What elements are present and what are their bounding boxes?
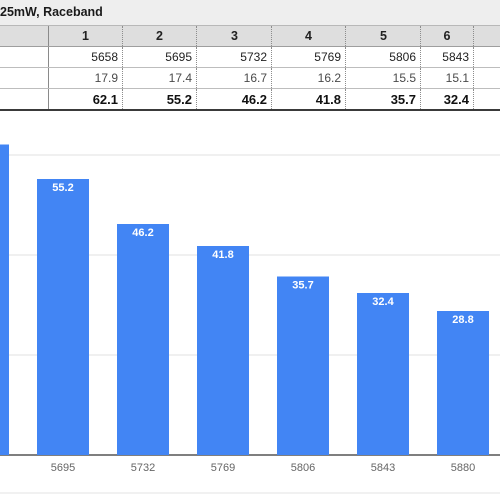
bar-chart[interactable]: 55.2 5695 46.2 5732 41.8 5769 35.7 5806 32.4 5843…	[0, 125, 500, 500]
bar-chart-canvas[interactable]: 55.2 5695 46.2 5732 41.8 5769 35.7 5806 32.4 5843…	[0, 125, 500, 500]
frequency-cell[interactable]: 5658	[49, 47, 123, 67]
bar-value-label: 35.7	[292, 280, 313, 292]
bar-value-label: 41.8	[212, 249, 233, 261]
row-header-cell[interactable]	[0, 68, 49, 88]
frequency-row: 5658 5695 5732 5769 5806 5843	[0, 47, 500, 68]
bar-value-label: 46.2	[132, 227, 153, 239]
difference-cell[interactable]: 15.1	[421, 68, 474, 88]
frequency-cell[interactable]: 5806	[347, 47, 421, 67]
x-tick-label: 5732	[131, 462, 155, 474]
empty-cell[interactable]	[474, 26, 500, 46]
empty-cell[interactable]	[474, 47, 500, 67]
bar[interactable]	[197, 246, 249, 455]
score-cell[interactable]: 35.7	[347, 89, 421, 109]
x-tick-label: 5806	[291, 462, 315, 474]
difference-cell[interactable]: 17.4	[123, 68, 197, 88]
bar[interactable]	[277, 276, 329, 456]
bar-value-label: 55.2	[52, 182, 73, 194]
frequency-cell[interactable]: 5769	[272, 47, 346, 67]
bar-value-label: 28.8	[452, 314, 473, 326]
channel-header-5[interactable]: 5	[347, 26, 421, 46]
difference-cell[interactable]: 17.9	[49, 68, 123, 88]
score-cell[interactable]: 41.8	[272, 89, 346, 109]
channel-header-1[interactable]: 1	[49, 26, 123, 46]
frequency-cell[interactable]: 5732	[198, 47, 272, 67]
frequency-cell[interactable]: 5843	[421, 47, 474, 67]
table-title-row: 25mW, Raceband	[0, 0, 500, 26]
x-tick-label: 5843	[371, 462, 395, 474]
score-cell[interactable]: 32.4	[421, 89, 474, 109]
bar[interactable]	[117, 224, 169, 455]
row-header-cell[interactable]	[0, 47, 49, 67]
difference-cell[interactable]: 16.2	[272, 68, 346, 88]
x-tick-label: 5880	[451, 462, 475, 474]
score-cell[interactable]: 62.1	[49, 89, 123, 109]
bar-value-label: 32.4	[372, 296, 394, 308]
bar[interactable]	[357, 293, 409, 455]
bar[interactable]	[437, 311, 489, 455]
score-cell[interactable]: 46.2	[198, 89, 272, 109]
score-cell[interactable]: 55.2	[123, 89, 197, 109]
table-title[interactable]: 25mW, Raceband	[0, 5, 103, 19]
row-header-cell[interactable]	[0, 89, 49, 109]
difference-row: 17.9 17.4 16.7 16.2 15.5 15.1	[0, 68, 500, 89]
difference-cell[interactable]: 15.5	[347, 68, 421, 88]
score-row: 62.1 55.2 46.2 41.8 35.7 32.4	[0, 89, 500, 111]
empty-cell[interactable]	[474, 68, 500, 88]
x-tick-label: 5695	[51, 462, 75, 474]
bar[interactable]	[0, 144, 9, 456]
difference-cell[interactable]: 16.7	[198, 68, 272, 88]
frequency-cell[interactable]: 5695	[123, 47, 197, 67]
x-tick-label: 5769	[211, 462, 235, 474]
channel-header-2[interactable]: 2	[123, 26, 197, 46]
channel-header-3[interactable]: 3	[198, 26, 272, 46]
bar[interactable]	[37, 179, 89, 455]
channel-header-4[interactable]: 4	[272, 26, 346, 46]
channel-header-row: 1 2 3 4 5 6	[0, 26, 500, 47]
empty-cell[interactable]	[474, 89, 500, 109]
channel-header-6[interactable]: 6	[421, 26, 474, 46]
row-header-cell[interactable]	[0, 26, 49, 46]
